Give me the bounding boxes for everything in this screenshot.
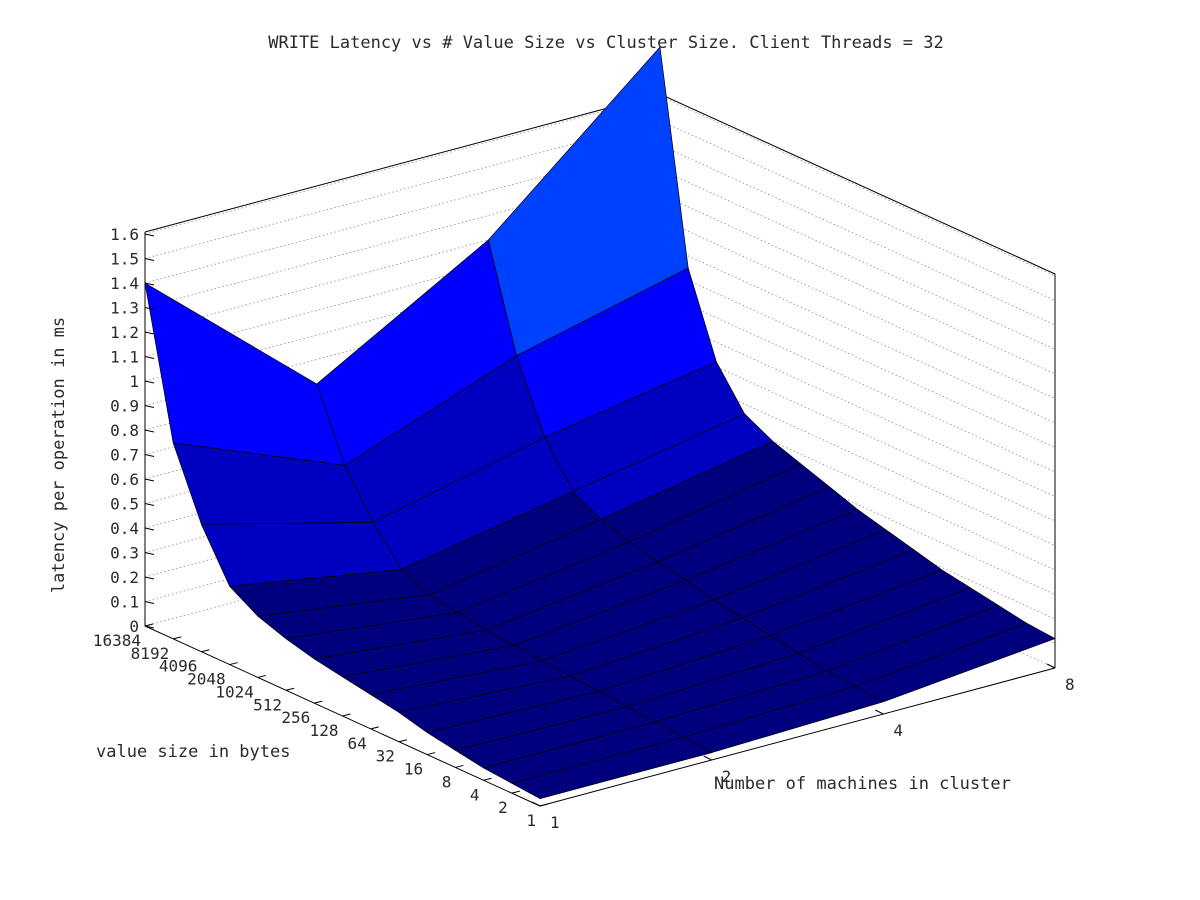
x-tick-label: 4096 — [159, 657, 198, 676]
x-tick-mark — [314, 700, 323, 704]
x-tick-mark — [201, 649, 210, 653]
z-tick-mark — [144, 429, 155, 433]
x-tick-mark — [455, 764, 464, 768]
y-axis-ticks: 1 2 4 8 — [531, 663, 1075, 832]
x-tick-label: 64 — [347, 734, 366, 753]
z-tick-mark — [144, 576, 155, 580]
chart-title: WRITE Latency vs # Value Size vs Cluster… — [268, 33, 944, 53]
z-tick-mark — [144, 601, 155, 604]
y-tick-label: 4 — [893, 721, 903, 740]
x-tick-mark — [257, 674, 266, 678]
y-tick-mark — [531, 801, 541, 807]
z-tick-label: 1.1 — [110, 348, 139, 367]
z-tick-mark — [144, 307, 155, 310]
z-tick-label: 0.2 — [110, 568, 139, 587]
y-tick-label: 2 — [722, 767, 732, 786]
z-tick-mark — [144, 625, 155, 629]
z-tick-mark — [144, 380, 155, 384]
x-tick-label: 16384 — [93, 631, 141, 650]
y-tick-mark — [875, 709, 884, 715]
latency-surface — [144, 46, 1056, 799]
x-tick-mark — [342, 713, 351, 717]
x-tick-mark — [511, 790, 520, 794]
z-axis-ticks: 0 0.1 0.2 0.3 0.4 0.5 0.6 0.7 0.8 0.9 1 1.1 1.2 1.3 1.… — [110, 225, 155, 636]
z-tick-label: 0.4 — [110, 519, 139, 538]
z-tick-mark — [144, 478, 155, 482]
x-tick-mark — [483, 777, 492, 781]
z-tick-mark — [144, 552, 155, 555]
y-tick-mark — [1046, 663, 1056, 669]
z-tick-label: 1.6 — [110, 225, 139, 244]
z-tick-mark — [144, 233, 155, 237]
z-tick-label: 1.2 — [110, 323, 139, 342]
z-tick-label: 0.1 — [110, 593, 139, 612]
z-tick-label: 0.3 — [110, 544, 139, 563]
y-tick-label: 8 — [1065, 675, 1075, 694]
x-tick-mark — [539, 803, 549, 807]
x-tick-label: 32 — [376, 747, 395, 766]
z-tick-label: 0.6 — [110, 470, 139, 489]
x-tick-label: 1 — [526, 811, 536, 830]
z-tick-label: 0.8 — [110, 421, 139, 440]
z-tick-label: 1.3 — [110, 299, 139, 318]
x-tick-label: 256 — [281, 708, 310, 727]
surface-patch — [144, 282, 346, 466]
x-tick-label: 4 — [470, 785, 480, 804]
x-tick-label: 2 — [498, 798, 508, 817]
x-tick-mark — [144, 623, 154, 627]
x-tick-label: 8192 — [131, 644, 170, 663]
z-tick-mark — [144, 282, 155, 286]
z-tick-mark — [144, 527, 155, 531]
x-tick-mark — [173, 636, 182, 640]
z-tick-label: 0.7 — [110, 446, 139, 465]
z-tick-label: 0 — [129, 617, 139, 636]
z-axis-label: latency per operation in ms — [49, 317, 69, 593]
z-tick-label: 1.4 — [110, 274, 139, 293]
x-tick-label: 8 — [442, 772, 452, 791]
x-tick-label: 1024 — [215, 682, 254, 701]
z-tick-mark — [144, 356, 155, 359]
x-tick-mark — [285, 687, 295, 691]
z-tick-mark — [144, 258, 155, 261]
y-tick-label: 1 — [550, 813, 560, 832]
surface-patch — [511, 736, 713, 799]
x-tick-label: 128 — [310, 721, 339, 740]
x-tick-mark — [370, 726, 379, 730]
x-tick-mark — [427, 752, 436, 756]
x-tick-label: 2048 — [187, 670, 226, 689]
y-axis-label: Number of machines in cluster — [714, 774, 1011, 794]
z-tick-label: 1 — [129, 372, 139, 391]
x-tick-mark — [229, 662, 238, 666]
z-tick-mark — [144, 503, 155, 506]
x-axis-label: value size in bytes — [96, 742, 290, 762]
x-tick-label: 512 — [253, 695, 282, 714]
z-tick-label: 0.5 — [110, 495, 139, 514]
y-tick-mark — [703, 755, 712, 761]
x-tick-mark — [398, 739, 408, 743]
z-tick-label: 0.9 — [110, 397, 139, 416]
z-tick-mark — [144, 454, 155, 457]
z-tick-mark — [144, 405, 155, 408]
x-tick-label: 16 — [404, 760, 423, 779]
z-tick-label: 1.5 — [110, 250, 139, 269]
z-tick-mark — [144, 331, 155, 335]
